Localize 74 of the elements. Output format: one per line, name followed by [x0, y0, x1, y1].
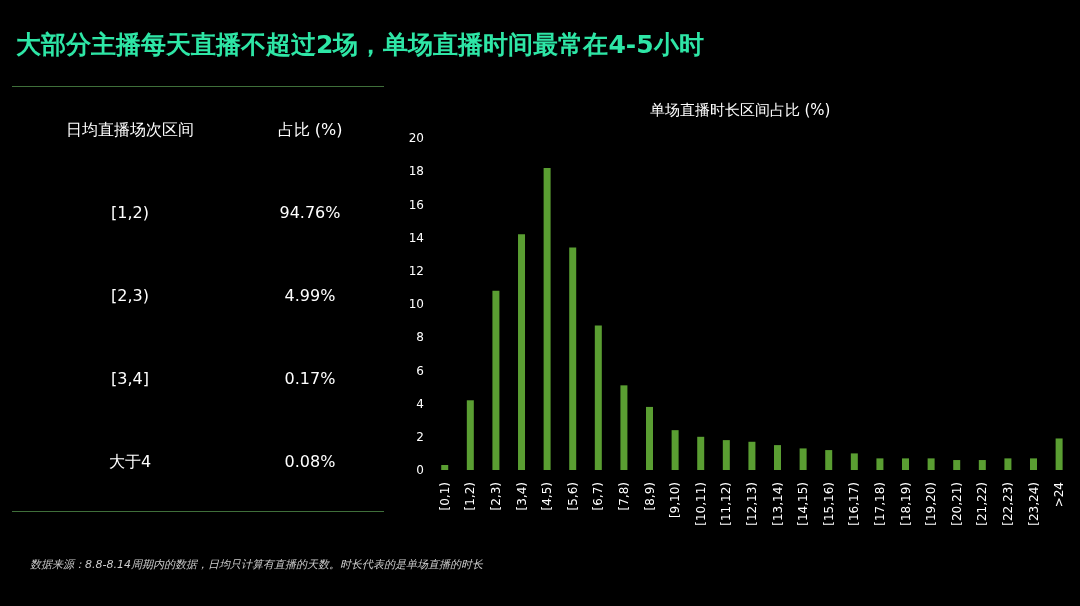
category-label: [1,2)	[110, 203, 150, 224]
x-tick-label: [18,19)	[898, 482, 913, 526]
source-note: 数据来源：8.8-8.14周期内的数据，日均只计算有直播的天数。时长代表的是单场直播的时长	[30, 557, 483, 572]
bar	[646, 406, 654, 470]
x-tick-label: [9,10)	[668, 482, 683, 519]
x-tick-label: [4,5)	[540, 482, 555, 511]
x-tick-label: [10,11)	[693, 482, 708, 526]
x-tick-label: [15,16)	[821, 482, 836, 526]
category-label: [3,4]	[110, 369, 150, 390]
bar	[492, 290, 500, 470]
text: 0.17%	[284, 369, 336, 388]
bar	[825, 450, 833, 470]
category-label: 大于4	[107, 452, 153, 473]
bar	[850, 453, 858, 470]
text: 94.76%	[279, 203, 341, 222]
y-tick-label: 4	[416, 396, 424, 411]
bar	[671, 430, 679, 470]
bar	[748, 441, 756, 470]
x-tick-label: [20,21)	[949, 482, 964, 526]
x-tick-label: [21,22)	[975, 482, 990, 526]
x-tick-label: [12,13)	[745, 482, 759, 526]
y-tick-label: 0	[416, 463, 424, 478]
y-tick-label: 20	[408, 131, 424, 146]
x-tick-label: [7,8)	[617, 482, 631, 511]
bar	[466, 400, 474, 470]
text: 日均直播场次区间	[65, 120, 195, 141]
bar	[620, 385, 628, 470]
x-tick-label: [16,17)	[847, 482, 862, 526]
bar	[518, 234, 526, 470]
y-tick-label: 10	[408, 297, 424, 312]
category-label: [2,3)	[110, 286, 150, 307]
x-tick-label: [5,6)	[565, 482, 580, 511]
bar	[978, 460, 986, 470]
y-tick-label: 8	[416, 330, 424, 345]
x-tick-label: [17,18)	[873, 482, 887, 526]
y-tick-label: 16	[408, 197, 424, 212]
x-tick-label: [2,3)	[489, 482, 503, 511]
text: 4.99%	[284, 286, 336, 305]
bar	[953, 460, 961, 470]
bar	[1004, 458, 1012, 470]
x-tick-label: [1,2)	[463, 482, 478, 511]
x-tick-label: [13,14)	[770, 482, 785, 526]
x-tick-label: [8,9)	[642, 482, 657, 511]
y-tick-label: 14	[408, 230, 424, 245]
y-tick-label: 18	[408, 164, 424, 179]
bar	[902, 458, 910, 470]
text: 占比 (%)	[276, 120, 344, 141]
x-tick-label: [0,1)	[437, 482, 452, 511]
y-tick-label: 6	[416, 363, 424, 378]
text: 0.08%	[284, 452, 336, 471]
x-tick-label: [11,12)	[719, 482, 734, 526]
x-tick-label: [19,20)	[924, 482, 939, 526]
x-tick-label: [14,15)	[796, 482, 811, 526]
x-tick-label: [22,23)	[1001, 482, 1015, 526]
x-tick-label: >24	[1052, 482, 1067, 508]
bar	[594, 325, 602, 470]
y-tick-label: 2	[416, 430, 424, 445]
bar	[799, 448, 807, 470]
x-tick-label: [6,7)	[591, 482, 606, 511]
bar	[569, 247, 577, 470]
bar	[774, 445, 782, 470]
bar	[1055, 438, 1063, 470]
bar	[722, 440, 730, 470]
bar	[543, 167, 551, 470]
x-tick-label: [23,24)	[1026, 482, 1041, 526]
bar	[1030, 458, 1038, 470]
bar	[927, 458, 935, 470]
bar	[697, 436, 705, 470]
y-tick-label: 12	[408, 264, 424, 279]
text: 大部分主播每天直播不超过2场，单场直播时间最常在4-5小时	[16, 29, 704, 61]
bar	[876, 458, 884, 470]
bar	[441, 465, 449, 470]
x-tick-label: [3,4)	[514, 482, 529, 511]
chart-title: 单场直播时长区间占比 (%)	[648, 101, 832, 120]
